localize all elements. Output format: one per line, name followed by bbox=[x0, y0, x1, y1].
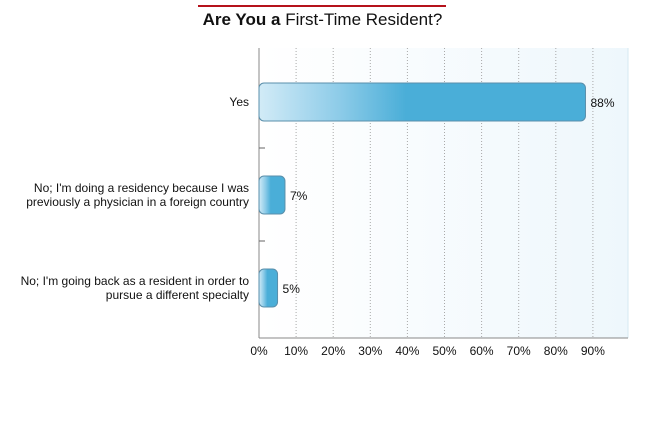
category-label-1: Yes bbox=[229, 95, 249, 109]
category-label-1-line-1: Yes bbox=[229, 95, 249, 109]
bar-2 bbox=[258, 175, 286, 215]
x-tick-label-90: 90% bbox=[581, 344, 605, 358]
category-label-3-line-1: No; I'm going back as a resident in orde… bbox=[20, 274, 249, 288]
data-label-1: 88% bbox=[590, 96, 614, 110]
x-tick-label-40: 40% bbox=[395, 344, 419, 358]
category-label-3: No; I'm going back as a resident in orde… bbox=[21, 274, 249, 302]
x-tick-label-20: 20% bbox=[321, 344, 345, 358]
title-rule bbox=[198, 5, 446, 7]
chart-title-bold: Are You a bbox=[202, 10, 281, 29]
x-tick-label-30: 30% bbox=[358, 344, 382, 358]
x-tick-label-10: 10% bbox=[284, 344, 308, 358]
bar-3 bbox=[258, 268, 279, 308]
category-label-3-line-2: pursue a different specialty bbox=[105, 288, 249, 302]
x-tick-label-80: 80% bbox=[544, 344, 568, 358]
category-label-2-line-1: No; I'm doing a residency because I was bbox=[33, 181, 249, 195]
chart-title-rest: First-Time Resident? bbox=[285, 10, 443, 29]
x-tick-label-0: 0% bbox=[250, 344, 268, 358]
category-label-2: No; I'm doing a residency because I was p… bbox=[26, 181, 249, 209]
bar-1 bbox=[258, 82, 586, 122]
chart-title: Are You a First-Time Resident? bbox=[0, 10, 645, 30]
data-label-2: 7% bbox=[290, 189, 308, 203]
category-label-2-line-2: previously a physician in a foreign coun… bbox=[26, 195, 249, 209]
x-tick-label-70: 70% bbox=[507, 344, 531, 358]
x-tick-label-50: 50% bbox=[432, 344, 456, 358]
x-tick-label-60: 60% bbox=[470, 344, 494, 358]
data-label-3: 5% bbox=[283, 282, 301, 296]
